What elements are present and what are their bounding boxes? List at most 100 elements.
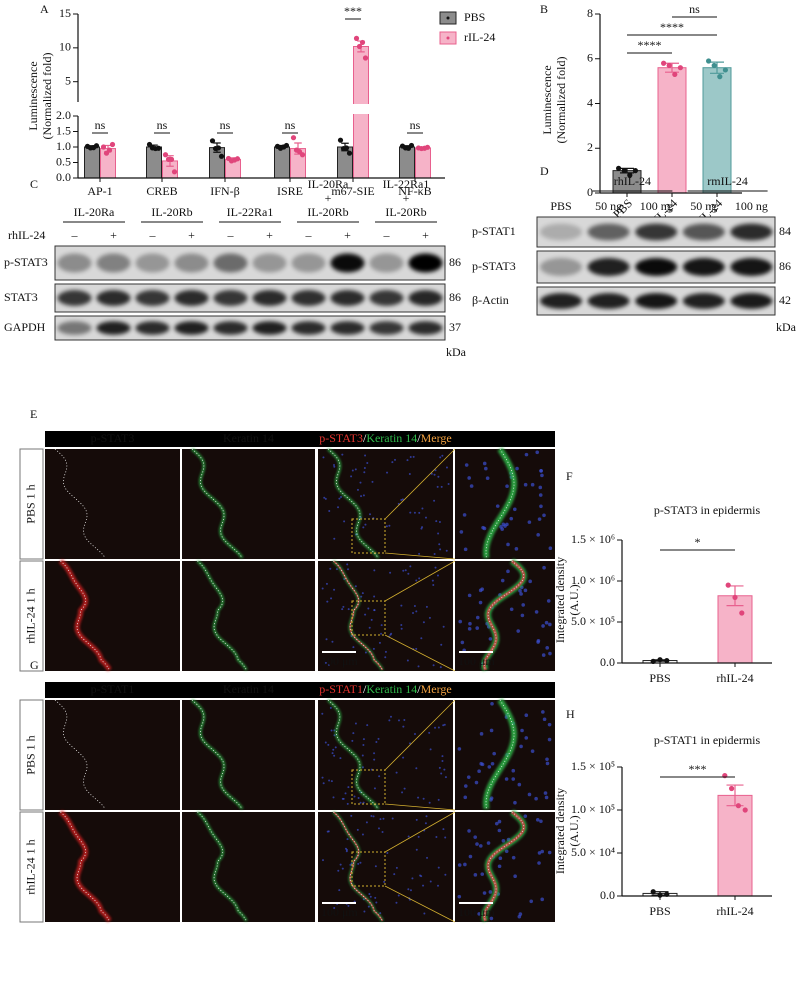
nucleus-stain [415, 818, 418, 821]
kda-unit: kDa [776, 320, 797, 334]
nucleus-stain [459, 530, 464, 534]
blot-band [174, 290, 209, 306]
kda-label: 86 [449, 290, 461, 304]
nucleus-stain [364, 454, 367, 457]
nucleus-stain [443, 723, 446, 726]
panel-label: D [540, 164, 549, 178]
nucleus-stain [412, 455, 415, 458]
micrograph [182, 700, 315, 810]
chart-title: p-STAT3 in epidermis [654, 503, 761, 517]
nucleus-stain [433, 499, 436, 502]
nucleus-stain [501, 839, 506, 843]
nucleus-stain [380, 624, 383, 627]
y-tick-label: 6 [587, 51, 593, 65]
epidermis-outline [191, 448, 243, 559]
nucleus-stain [541, 710, 545, 714]
nucleus-stain [325, 638, 328, 641]
data-point [742, 807, 748, 813]
row-label: rhIL-24 1 h [23, 588, 37, 643]
nucleus-stain [528, 579, 532, 584]
nucleus-stain [347, 568, 350, 571]
y-tick-label: 10 [59, 40, 71, 54]
row-label: GAPDH [4, 320, 46, 334]
blot-band [291, 321, 326, 335]
nucleus-stain [429, 880, 432, 883]
nucleus-stain [369, 513, 372, 516]
nucleus-stain [423, 912, 426, 915]
x-tick-label: AP-1 [87, 184, 112, 198]
y-tick-label: 1.5 [56, 123, 71, 137]
data-point [711, 62, 717, 69]
row-label-box [19, 560, 44, 672]
nucleus-stain [415, 767, 418, 770]
data-point [168, 156, 175, 162]
nucleus-stain [390, 632, 393, 635]
blot-band [635, 293, 678, 309]
nucleus-stain [497, 828, 502, 833]
nucleus-stain [443, 768, 446, 771]
nucleus-stain [329, 567, 332, 570]
nucleus-stain [509, 516, 514, 521]
nucleus-stain [424, 822, 427, 825]
nucleus-stain [323, 496, 326, 499]
nucleus-stain [517, 782, 522, 787]
lane-label: + [422, 228, 429, 242]
nucleus-stain [367, 905, 370, 908]
nucleus-stain [338, 497, 341, 500]
scale-bar-label: 100 μm [321, 654, 358, 668]
nucleus-stain [482, 526, 487, 531]
blot-band [540, 258, 582, 276]
nucleus-stain [412, 611, 415, 614]
lane-label: – [71, 228, 79, 242]
nucleus-stain [350, 814, 353, 817]
nucleus-stain [330, 597, 333, 600]
nucleus-stain [494, 821, 499, 826]
data-point [657, 657, 663, 663]
nucleus-stain [333, 906, 336, 909]
nucleus-stain [332, 796, 335, 799]
nucleus-stain [341, 797, 344, 800]
nucleus-stain [441, 454, 444, 457]
nucleus-stain [545, 757, 549, 762]
blot-band [252, 321, 287, 335]
epidermis-outline [54, 699, 106, 810]
nucleus-stain [473, 835, 477, 839]
nucleus-stain [513, 874, 517, 878]
nucleus-stain [432, 664, 435, 667]
nucleus-stain [340, 495, 343, 498]
significance-label: ns [689, 2, 700, 16]
nucleus-stain [489, 728, 494, 733]
nucleus-stain [361, 754, 364, 757]
nucleus-stain [415, 610, 418, 613]
nucleus-stain [327, 663, 330, 666]
nucleus-stain [409, 889, 412, 892]
nucleus-stain [482, 891, 487, 895]
nucleus-stain [373, 595, 376, 598]
y-tick-label: 1.5 × 10⁵ [571, 759, 615, 773]
nucleus-stain [444, 776, 447, 779]
nucleus-stain [513, 800, 517, 805]
nucleus-stain [417, 665, 420, 668]
nucleus-stain [488, 637, 493, 641]
nucleus-stain [344, 792, 347, 795]
nucleus-stain [391, 461, 394, 464]
y-axis-label: Integrated density [553, 557, 567, 643]
data-point [706, 58, 712, 64]
nucleus-stain [361, 766, 364, 769]
x-tick-label: PBS [649, 671, 670, 685]
nucleus-stain [379, 912, 382, 915]
legend-label: rIL-24 [464, 30, 495, 44]
nucleus-stain [498, 856, 503, 860]
blot-band [730, 293, 773, 309]
chart-title: p-STAT1 in epidermis [654, 733, 761, 747]
y-axis-label: Integrated density [553, 788, 567, 874]
nucleus-stain [324, 741, 327, 744]
treatment-label: rhIL-24 [8, 228, 45, 242]
nucleus-stain [422, 621, 425, 624]
nucleus-stain [537, 851, 542, 855]
nucleus-stain [368, 626, 371, 629]
nucleus-stain [372, 815, 375, 818]
micrograph [45, 561, 180, 671]
zoom-box [351, 518, 386, 554]
nucleus-stain [324, 497, 327, 500]
